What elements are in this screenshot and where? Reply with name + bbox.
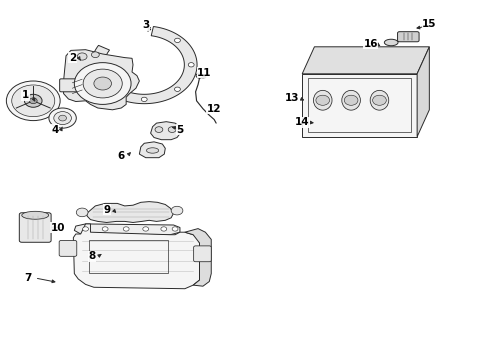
Circle shape <box>54 112 71 125</box>
Circle shape <box>76 208 88 217</box>
Circle shape <box>12 85 55 117</box>
Text: 4: 4 <box>51 125 59 135</box>
Text: 13: 13 <box>285 93 299 103</box>
Polygon shape <box>302 74 416 137</box>
Circle shape <box>91 52 99 58</box>
Circle shape <box>59 115 66 121</box>
Circle shape <box>123 227 129 231</box>
Circle shape <box>174 87 180 91</box>
Text: 12: 12 <box>206 104 221 114</box>
Circle shape <box>372 95 386 105</box>
Text: 2: 2 <box>69 53 76 63</box>
FancyBboxPatch shape <box>397 32 418 42</box>
Text: 14: 14 <box>294 117 309 127</box>
Text: 6: 6 <box>118 150 124 161</box>
Ellipse shape <box>146 148 158 153</box>
Circle shape <box>49 108 76 128</box>
FancyBboxPatch shape <box>19 213 51 242</box>
Ellipse shape <box>384 39 397 46</box>
Circle shape <box>174 38 180 42</box>
Circle shape <box>188 63 194 67</box>
Circle shape <box>344 95 357 105</box>
Ellipse shape <box>369 90 388 110</box>
Ellipse shape <box>341 90 360 110</box>
Polygon shape <box>150 122 181 140</box>
Polygon shape <box>139 142 165 158</box>
Circle shape <box>172 227 178 231</box>
Polygon shape <box>87 202 173 222</box>
Circle shape <box>161 227 166 231</box>
Circle shape <box>155 127 163 132</box>
Circle shape <box>171 206 183 215</box>
Polygon shape <box>74 224 180 235</box>
FancyBboxPatch shape <box>60 79 82 92</box>
Polygon shape <box>73 224 199 289</box>
Text: 8: 8 <box>88 251 95 261</box>
Polygon shape <box>91 27 197 104</box>
Text: 11: 11 <box>197 68 211 78</box>
Text: 9: 9 <box>103 204 110 215</box>
Text: 3: 3 <box>142 20 149 30</box>
Polygon shape <box>184 229 211 286</box>
Circle shape <box>315 95 329 105</box>
Circle shape <box>94 77 111 90</box>
Circle shape <box>74 63 131 104</box>
Circle shape <box>6 81 60 121</box>
Ellipse shape <box>21 211 48 219</box>
Circle shape <box>141 97 147 102</box>
Polygon shape <box>302 47 428 74</box>
Text: 15: 15 <box>421 19 436 30</box>
Ellipse shape <box>313 90 331 110</box>
Circle shape <box>196 73 203 78</box>
Text: 7: 7 <box>24 273 32 283</box>
Polygon shape <box>63 50 139 110</box>
Circle shape <box>29 98 37 104</box>
Text: 1: 1 <box>22 90 29 100</box>
Circle shape <box>168 127 176 132</box>
Circle shape <box>102 227 108 231</box>
Circle shape <box>142 227 148 231</box>
Circle shape <box>83 69 122 98</box>
Circle shape <box>24 94 42 107</box>
Text: 10: 10 <box>50 222 65 233</box>
Text: 5: 5 <box>176 125 183 135</box>
FancyBboxPatch shape <box>193 246 211 262</box>
Polygon shape <box>416 47 428 137</box>
Text: 16: 16 <box>363 39 377 49</box>
Circle shape <box>82 227 88 231</box>
Circle shape <box>77 53 87 60</box>
FancyBboxPatch shape <box>59 240 77 256</box>
